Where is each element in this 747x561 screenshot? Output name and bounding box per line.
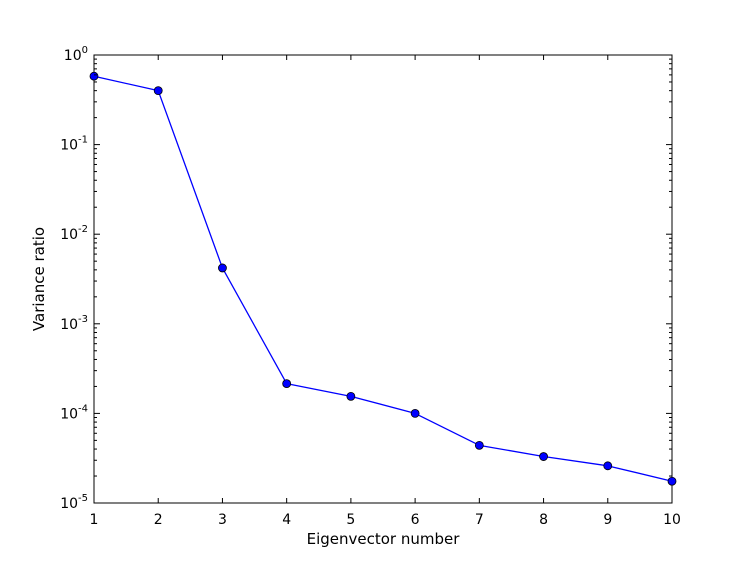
data-point [346,391,356,401]
x-tick-label: 7 [475,512,484,528]
series-layer [89,71,677,486]
data-point [218,263,227,273]
y-tick-label: 10-2 [60,224,88,243]
data-point [603,461,613,471]
plot-frame [93,54,673,504]
x-tick-label: 6 [411,512,420,528]
y-axis-title: Variance ratio [30,227,48,331]
x-tick-label: 4 [282,512,291,528]
x-tick-label: 9 [603,512,612,528]
x-tick-label: 5 [346,512,355,528]
data-point [410,408,420,418]
data-point [474,440,484,450]
y-tick-label: 10-4 [60,403,88,422]
data-point [282,379,292,389]
x-axis-title: Eigenvector number [307,530,461,548]
x-tick-label: 3 [218,512,227,528]
data-point [89,71,99,81]
series-line [93,75,673,482]
y-tick-label: 10-5 [60,493,88,512]
y-tick-label: 10-3 [60,314,88,333]
x-tick-label: 10 [663,512,681,528]
plot-area [93,54,673,504]
data-point [667,476,677,486]
x-tick-label: 2 [154,512,163,528]
x-tick-label: 8 [539,512,548,528]
data-point [153,86,163,96]
data-point [539,452,548,461]
y-tick-label: 10-1 [60,135,88,154]
tick-layer: 1 2 3 4 5 6 7 8 9 10 100 10-1 10-2 10-3 10-4 10-5 [60,45,681,528]
y-tick-label: 100 [64,45,88,64]
x-tick-label: 1 [90,512,99,528]
